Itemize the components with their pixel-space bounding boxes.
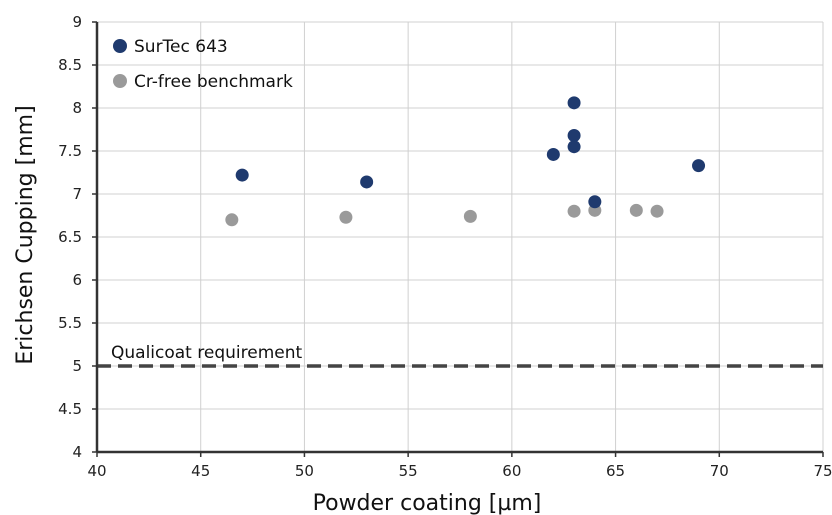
legend: SurTec 643 Cr-free benchmark <box>113 37 293 92</box>
legend-marker <box>113 39 127 53</box>
x-tick-labels: 40 45 50 55 60 65 70 75 <box>87 462 832 480</box>
y-tick-label: 6.5 <box>58 228 82 246</box>
y-tick-label: 5.5 <box>58 314 82 332</box>
y-tick-label: 5 <box>72 357 82 375</box>
y-tick-label: 6 <box>72 271 82 289</box>
y-tick-label: 7.5 <box>58 142 82 160</box>
data-point-surtec-643 <box>567 140 581 154</box>
axes <box>92 21 824 457</box>
y-tick-label: 9 <box>72 13 82 31</box>
data-points <box>225 96 706 227</box>
legend-marker <box>113 74 127 88</box>
data-point-cr-free-benchmark <box>567 204 581 218</box>
data-point-surtec-643 <box>588 195 602 209</box>
data-point-cr-free-benchmark <box>463 209 477 223</box>
legend-label: Cr-free benchmark <box>134 72 293 92</box>
x-tick-label: 55 <box>399 462 418 480</box>
legend-label: SurTec 643 <box>134 37 228 57</box>
x-tick-label: 60 <box>502 462 521 480</box>
reference-line-group: Qualicoat requirement <box>97 343 823 368</box>
data-point-surtec-643 <box>567 96 581 110</box>
grid <box>97 21 824 452</box>
data-point-cr-free-benchmark <box>225 213 239 227</box>
data-point-cr-free-benchmark <box>650 204 664 218</box>
x-axis-title: Powder coating [µm] <box>313 491 542 515</box>
data-point-cr-free-benchmark <box>629 203 643 217</box>
y-tick-label: 7 <box>72 185 82 203</box>
x-tick-label: 70 <box>710 462 729 480</box>
data-point-surtec-643 <box>692 159 706 173</box>
y-tick-label: 4.5 <box>58 400 82 418</box>
x-tick-label: 40 <box>87 462 106 480</box>
reference-line-label: Qualicoat requirement <box>111 343 302 363</box>
x-tick-label: 65 <box>606 462 625 480</box>
y-tick-label: 8 <box>72 99 82 117</box>
y-tick-labels: 4 4.5 5 5.5 6 6.5 7 7.5 8 8.5 9 <box>58 13 82 461</box>
x-tick-label: 45 <box>191 462 210 480</box>
y-tick-label: 4 <box>72 443 82 461</box>
y-axis-title: Erichsen Cupping [mm] <box>13 105 38 364</box>
x-tick-label: 75 <box>813 462 832 480</box>
y-tick-label: 8.5 <box>58 56 82 74</box>
data-point-surtec-643 <box>360 175 374 189</box>
data-point-cr-free-benchmark <box>339 210 353 224</box>
data-point-surtec-643 <box>546 147 560 161</box>
data-point-surtec-643 <box>567 129 581 143</box>
data-point-surtec-643 <box>235 168 249 182</box>
x-tick-label: 50 <box>295 462 314 480</box>
